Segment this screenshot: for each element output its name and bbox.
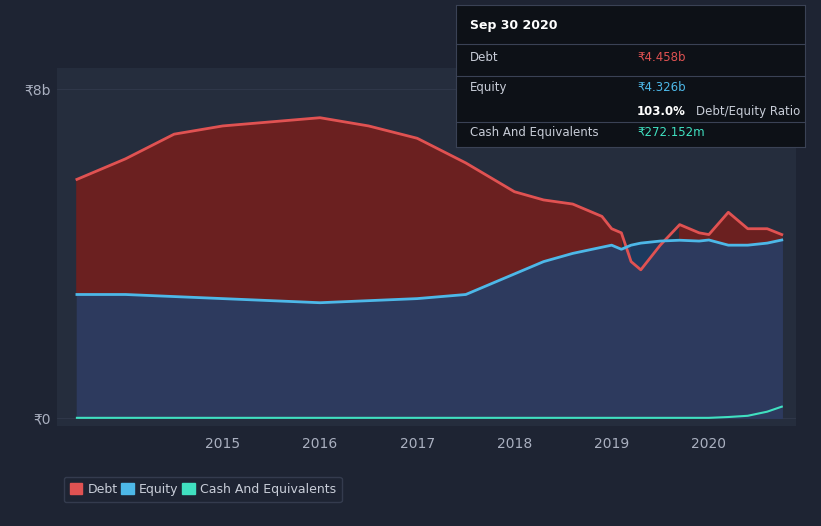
- Text: ₹4.458b: ₹4.458b: [637, 50, 686, 64]
- Text: Equity: Equity: [470, 80, 507, 94]
- Text: Debt: Debt: [470, 50, 498, 64]
- Text: ₹4.326b: ₹4.326b: [637, 80, 686, 94]
- Text: Sep 30 2020: Sep 30 2020: [470, 19, 557, 33]
- Text: Cash And Equivalents: Cash And Equivalents: [470, 126, 599, 139]
- Text: Debt/Equity Ratio: Debt/Equity Ratio: [696, 105, 800, 118]
- Text: 103.0%: 103.0%: [637, 105, 686, 118]
- Text: ₹272.152m: ₹272.152m: [637, 126, 704, 139]
- Legend: Debt, Equity, Cash And Equivalents: Debt, Equity, Cash And Equivalents: [64, 477, 342, 502]
